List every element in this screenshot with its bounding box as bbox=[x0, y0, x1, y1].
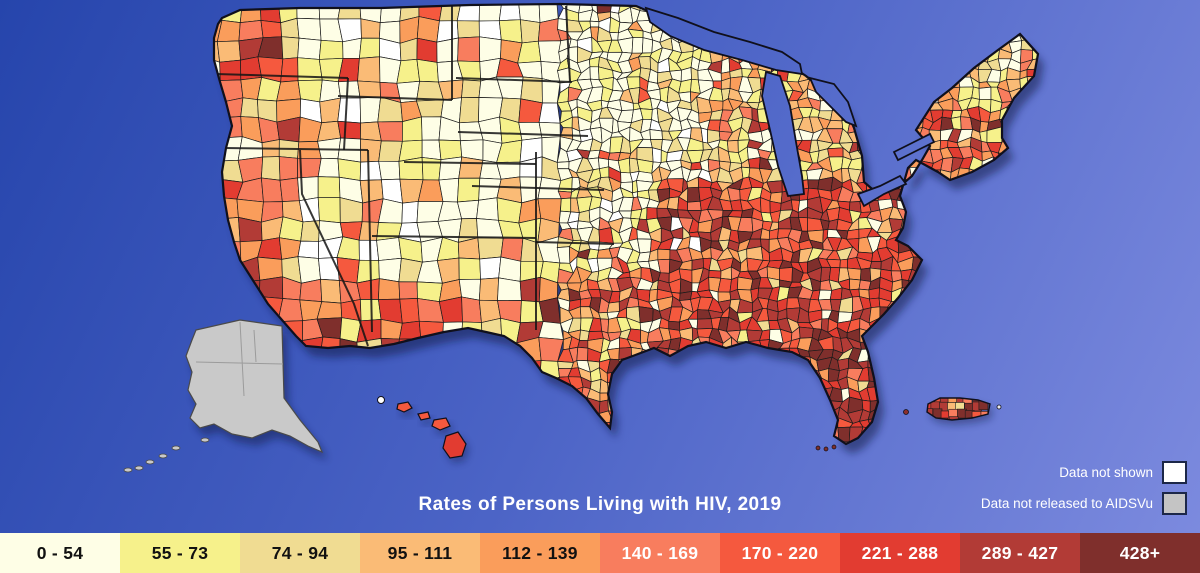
data-not-released-swatch bbox=[1162, 492, 1187, 515]
data-not-shown-label: Data not shown bbox=[1059, 465, 1153, 480]
legend-class-3: 95 - 111 bbox=[360, 533, 480, 573]
legend-class-5: 140 - 169 bbox=[600, 533, 720, 573]
rate-legend-bar: 0 - 54 55 - 73 74 - 94 95 - 111 112 - 139 140… bbox=[0, 533, 1200, 573]
legend-class-4: 112 - 139 bbox=[480, 533, 600, 573]
hawaii bbox=[377, 396, 469, 463]
legend-class-2: 74 - 94 bbox=[240, 533, 360, 573]
island-dot bbox=[903, 409, 909, 415]
data-not-shown-swatch bbox=[1162, 461, 1187, 484]
special-legend: Data not shown Data not released to AIDS… bbox=[981, 461, 1187, 515]
lake-huron bbox=[808, 76, 858, 128]
legend-class-9: 428+ bbox=[1080, 533, 1200, 573]
lake-superior bbox=[644, 6, 804, 76]
lake-erie bbox=[856, 174, 908, 208]
legend-class-8: 289 - 427 bbox=[960, 533, 1080, 573]
legend-class-0: 0 - 54 bbox=[0, 533, 120, 573]
florida-keys-dot bbox=[831, 444, 837, 450]
legend-data-not-released: Data not released to AIDSVu bbox=[981, 492, 1187, 515]
island-dot bbox=[996, 404, 1002, 410]
map-title: Rates of Persons Living with HIV, 2019 bbox=[418, 494, 782, 515]
legend-data-not-shown: Data not shown bbox=[1059, 461, 1187, 484]
conus-outline bbox=[212, 2, 1040, 446]
florida-keys-dot bbox=[823, 446, 829, 452]
lake-michigan bbox=[761, 70, 805, 197]
data-not-released-label: Data not released to AIDSVu bbox=[980, 496, 1153, 511]
florida-keys-dot bbox=[815, 445, 821, 451]
legend-class-7: 221 - 288 bbox=[840, 533, 960, 573]
alaska bbox=[123, 319, 324, 473]
lake-ontario bbox=[892, 132, 936, 162]
legend-class-1: 55 - 73 bbox=[120, 533, 240, 573]
legend-class-6: 170 - 220 bbox=[720, 533, 840, 573]
